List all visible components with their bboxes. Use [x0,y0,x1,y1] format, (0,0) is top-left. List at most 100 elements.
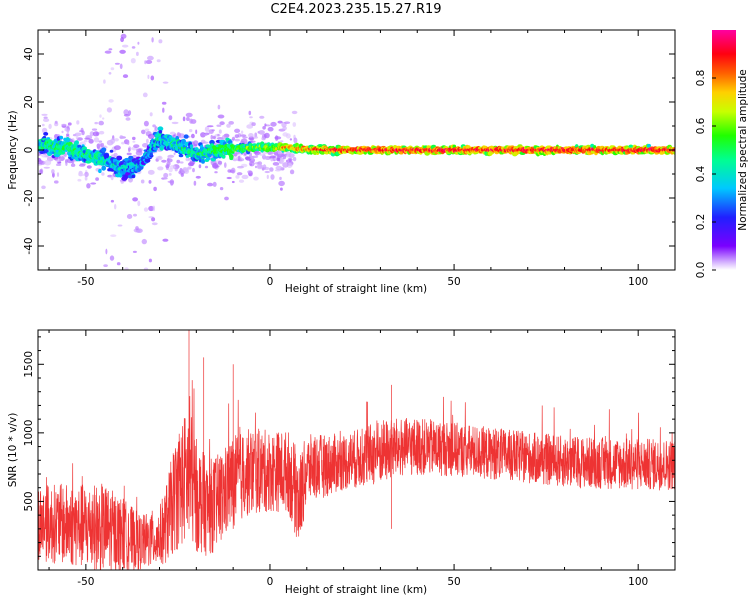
heatmap-cell [150,75,155,81]
heatmap-cell [149,112,153,117]
heatmap-cell [119,49,126,54]
heatmap-cell [135,150,143,156]
heatmap-cell [51,169,55,174]
heatmap-cell [100,142,105,148]
heatmap-cell [161,159,167,163]
heatmap-cell [234,138,241,142]
heatmap-cell [264,132,270,139]
heatmap-cell [131,174,136,179]
colorbar-tick-label: 0.8 [695,70,707,87]
heatmap-cell [211,129,215,132]
heatmap-cell [44,159,52,166]
heatmap-cell [264,157,270,160]
heatmap-cell [285,133,291,139]
heatmap-cell [98,130,105,135]
heatmap-cell [123,114,130,117]
heatmap-cell [78,173,85,177]
heatmap-cell [231,180,235,184]
heatmap-cell [74,140,79,146]
heatmap-cell [183,134,189,139]
heatmap-cell [186,117,190,121]
heatmap-cell [76,137,83,141]
heatmap-cell [278,180,285,187]
heatmap-cell [251,155,259,158]
heatmap-cell [136,51,139,57]
heatmap-cell [253,176,259,181]
y-tick-label: 40 [23,47,35,60]
heatmap-cell [234,128,241,133]
heatmap-cell [258,130,265,135]
snr-series-line [38,330,675,570]
heatmap-cell [181,139,186,145]
heatmap-cell [161,101,167,105]
heatmap-cell [200,158,206,164]
heatmap-cell [103,79,106,84]
heatmap-cell [43,166,50,169]
heatmap-cell [275,165,283,171]
colorbar-tick-label: 0.2 [695,214,707,231]
heatmap-cell [628,144,634,148]
heatmap-cell [119,63,123,70]
heatmap-cell [108,48,113,51]
heatmap-cell [151,37,154,43]
heatmap-cell [204,126,210,132]
heatmap-cell [230,167,236,174]
heatmap-cell [144,128,150,132]
heatmap-cell [207,125,214,128]
heatmap-cell [76,120,80,125]
heatmap-cell [126,214,133,219]
heatmap-cell [167,158,170,162]
heatmap-cell [66,128,70,134]
heatmap-cell [178,154,184,158]
heatmap-cell [276,157,281,162]
heatmap-cell [204,165,209,169]
heatmap-cell [264,123,267,127]
heatmap-cell [187,162,195,167]
heatmap-cell [135,226,139,231]
heatmap-cell [102,117,105,120]
heatmap-cell [39,160,46,165]
heatmap-cell [92,131,100,137]
heatmap-cell [91,128,98,131]
heatmap-cell [110,234,117,237]
heatmap-cell [241,174,249,180]
heatmap-cell [247,170,253,174]
heatmap-cell [249,116,253,119]
heatmap-cell [98,168,102,174]
heatmap-cell [189,129,193,133]
heatmap-cell [180,169,185,174]
heatmap-cell [145,60,153,64]
heatmap-cell [65,135,70,138]
heatmap-cell [79,163,87,166]
heatmap-cell [103,264,108,267]
heatmap-cell [212,181,217,187]
heatmap-cell [133,228,141,233]
heatmap-cell [84,171,89,177]
heatmap-cell [88,138,94,144]
heatmap-cell [116,155,123,161]
heatmap-cell [168,115,173,121]
heatmap-cell [174,167,178,172]
heatmap-cell [202,141,209,144]
heatmap-cell [149,152,153,157]
x-tick-label: 100 [628,576,648,588]
heatmap-cell [162,107,165,113]
heatmap-cell [226,176,232,180]
heatmap-cell [86,165,92,169]
heatmap-cell [195,129,198,135]
heatmap-cell [89,131,95,137]
heatmap-cell [41,113,48,116]
heatmap-cell [152,124,156,128]
spectrogram-axes: -50 0 50 100 -40 -20 0 20 40 [23,29,676,288]
snr-axes: -50 0 50 100 500 1000 1500 [23,330,676,588]
x-tick-label: -50 [77,576,94,588]
heatmap-cell [93,137,100,143]
heatmap-cell [144,60,147,65]
heatmap-cell [66,133,70,136]
colorbar: 0.0 0.2 0.4 0.6 0.8 Normalized spectral ampl… [695,30,749,278]
heatmap-cell [289,138,293,141]
heatmap-cell [148,180,152,184]
heatmap-cell [248,110,252,116]
heatmap-cell [142,92,148,98]
heatmap-cell [269,167,274,172]
